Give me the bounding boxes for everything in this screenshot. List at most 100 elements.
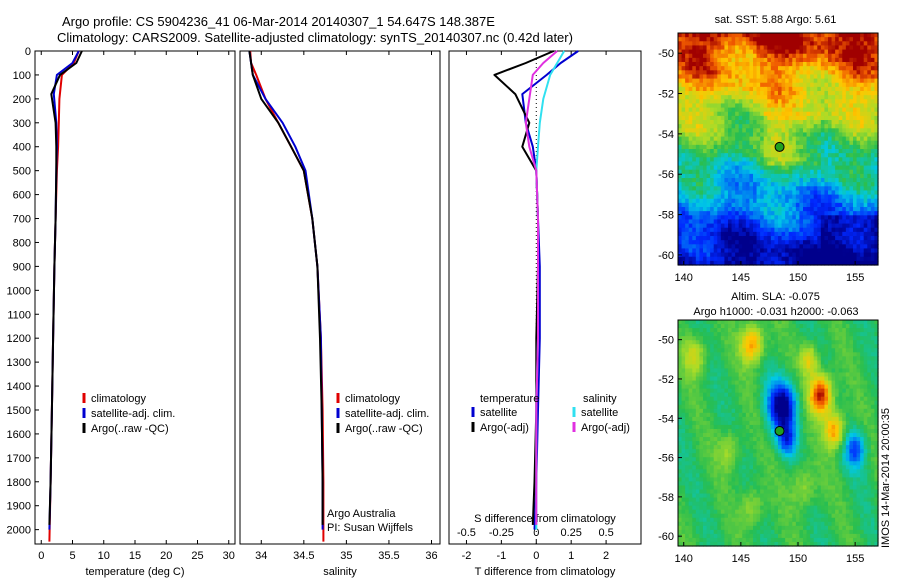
depth-tick-label: 1700 <box>7 453 31 465</box>
salinity-line-2 <box>248 50 324 525</box>
temperature-plot-frame <box>34 50 236 545</box>
difference-xlabel: T difference from climatology <box>475 566 616 578</box>
sla-map-xtick-label: 145 <box>732 553 750 565</box>
sla-map-ytick-label: -60 <box>658 531 674 543</box>
depth-tick-label: 800 <box>13 237 31 249</box>
salinity-xtick-label: 35.5 <box>378 550 399 562</box>
difference-line-1 <box>493 50 555 525</box>
temperature-xtick-label: 10 <box>98 550 110 562</box>
sla-map-frame <box>677 319 879 547</box>
sst-map-xtick-label: 150 <box>789 272 807 284</box>
difference-xtick-label: 2 <box>603 550 609 562</box>
depth-tick-label: 2000 <box>7 525 31 537</box>
sst-map-frame <box>677 32 879 266</box>
depth-tick-label: 900 <box>13 261 31 273</box>
difference-plot-frame <box>448 50 642 545</box>
sla-map-argo-marker <box>774 425 785 436</box>
difference-line-3 <box>524 50 558 525</box>
sla-map-ytick-label: -54 <box>658 413 674 425</box>
temperature-legend-label: Argo(..raw -QC) <box>91 423 169 435</box>
temperature-legend-label: climatology <box>91 393 147 405</box>
difference-legend-sal-label: Argo(-adj) <box>581 422 630 434</box>
depth-tick-label: 600 <box>13 190 31 202</box>
salinity-legend-label: climatology <box>345 393 401 405</box>
sla-map-xtick-label: 150 <box>789 553 807 565</box>
salinity-annotation: PI: Susan Wijffels <box>327 522 413 534</box>
salinity-xtick-label: 34 <box>255 550 267 562</box>
sst-map-ytick-label: -56 <box>658 169 674 181</box>
temperature-xtick-label: 30 <box>223 550 235 562</box>
depth-tick-label: 100 <box>13 70 31 82</box>
figure-title-line2: Climatology: CARS2009. Satellite-adjuste… <box>57 30 573 45</box>
depth-tick-label: 1100 <box>7 309 31 321</box>
depth-tick-label: 1200 <box>7 333 31 345</box>
difference-xtick-label: 1 <box>568 550 574 562</box>
sst-map <box>678 33 879 266</box>
temperature-xtick-label: 0 <box>38 550 44 562</box>
depth-tick-label: 1600 <box>7 429 31 441</box>
depth-tick-label: 1500 <box>7 405 31 417</box>
depth-tick-label: 1900 <box>7 501 31 513</box>
salinity-diff-tick-label: -0.25 <box>489 527 514 539</box>
depth-tick-label: 1800 <box>7 477 31 489</box>
sst-map-ytick-label: -60 <box>658 250 674 262</box>
sst-map-argo-marker <box>774 141 785 152</box>
difference-xtick-label: 0 <box>533 550 539 562</box>
salinity-legend-label: satellite-adj. clim. <box>345 408 429 420</box>
sst-map-xtick-label: 145 <box>732 272 750 284</box>
sla-map-xtick-label: 155 <box>846 553 864 565</box>
temperature-xtick-label: 20 <box>160 550 172 562</box>
sla-map-xtick-label: 140 <box>675 553 693 565</box>
difference-legend-temp-title: temperature <box>480 393 539 405</box>
salinity-diff-tick-label: 0.25 <box>560 527 581 539</box>
salinity-line-1 <box>248 50 324 530</box>
temperature-line-2 <box>48 50 83 525</box>
salinity-xtick-label: 36 <box>425 550 437 562</box>
sla-map-subtitle: Argo h1000: -0.031 h2000: -0.063 <box>693 306 859 318</box>
sla-map-ytick-label: -50 <box>658 335 674 347</box>
sla-map <box>678 320 879 547</box>
depth-tick-label: 400 <box>13 142 31 154</box>
salinity-xtick-label: 34.5 <box>293 550 314 562</box>
sst-map-ytick-label: -52 <box>658 89 674 101</box>
depth-tick-label: 300 <box>13 118 31 130</box>
sst-map-xtick-label: 140 <box>675 272 693 284</box>
difference-xtick-label: -2 <box>462 550 472 562</box>
salinity-diff-tick-label: 0.5 <box>598 527 613 539</box>
temperature-legend-label: satellite-adj. clim. <box>91 408 175 420</box>
sst-map-xtick-label: 155 <box>846 272 864 284</box>
depth-tick-label: 0 <box>25 46 31 58</box>
salinity-diff-tick-label: -0.5 <box>457 527 476 539</box>
sst-map-title: sat. SST: 5.88 Argo: 5.61 <box>714 14 837 26</box>
salinity-diff-axis-label: S difference from climatology <box>474 513 616 525</box>
figure-title-line1: Argo profile: CS 5904236_41 06-Mar-2014 … <box>62 14 495 29</box>
depth-tick-label: 1000 <box>7 285 31 297</box>
difference-legend-temp-label: Argo(-adj) <box>480 422 529 434</box>
sst-map-ytick-label: -58 <box>658 210 674 222</box>
sla-map-title: Altim. SLA: -0.075 <box>731 291 820 303</box>
salinity-plot-frame <box>239 50 441 545</box>
difference-legend-sal-title: salinity <box>583 393 617 405</box>
depth-tick-label: 1400 <box>7 381 31 393</box>
difference-legend-temp-label: satellite <box>480 407 517 419</box>
sst-map-ytick-label: -50 <box>658 48 674 60</box>
salinity-legend-label: Argo(..raw -QC) <box>345 423 423 435</box>
salinity-line-0 <box>249 50 325 542</box>
sla-map-ytick-label: -52 <box>658 374 674 386</box>
temperature-xtick-label: 5 <box>69 550 75 562</box>
salinity-diff-tick-label: 0 <box>533 527 539 539</box>
temperature-xlabel: temperature (deg C) <box>85 566 184 578</box>
salinity-xtick-label: 35 <box>340 550 352 562</box>
difference-line-0 <box>521 50 579 530</box>
sst-map-ytick-label: -54 <box>658 129 674 141</box>
depth-tick-label: 1300 <box>7 357 31 369</box>
difference-xtick-label: -1 <box>496 550 506 562</box>
depth-tick-label: 200 <box>13 94 31 106</box>
difference-legend-sal-label: satellite <box>581 407 618 419</box>
depth-tick-label: 700 <box>13 214 31 226</box>
temperature-xtick-label: 25 <box>191 550 203 562</box>
sla-map-ytick-label: -58 <box>658 492 674 504</box>
temperature-xtick-label: 15 <box>129 550 141 562</box>
sla-map-ytick-label: -56 <box>658 453 674 465</box>
depth-tick-label: 500 <box>13 166 31 178</box>
